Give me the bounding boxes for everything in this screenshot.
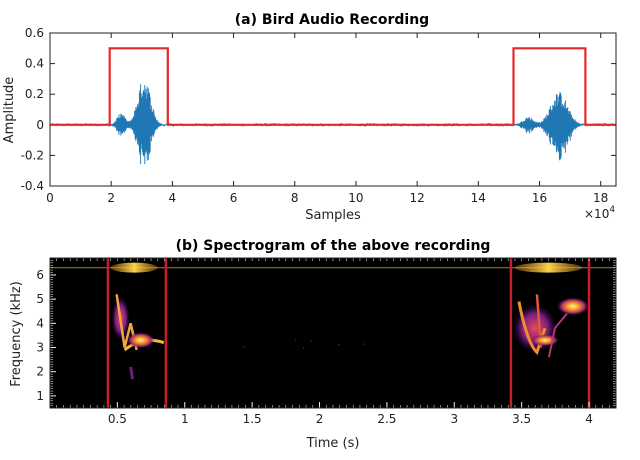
chart-b-ylabel: Frequency (kHz): [9, 281, 24, 387]
chart-b: (b) Spectrogram of the above recording: [9, 238, 617, 451]
spectrogram-call-peak: [530, 334, 559, 347]
chart-b-axes-box: [49, 257, 617, 409]
spectrogram-call-stroke: [517, 301, 547, 356]
chart-a-ytick-label: 0.6: [25, 26, 44, 40]
chart-b-ytick-label: 4: [36, 316, 44, 330]
chart-a-ytick-label: 0: [36, 118, 44, 132]
chart-a-xtick-label: 12: [409, 191, 424, 205]
spectrogram-call-peak: [126, 332, 155, 349]
chart-b-xtick-label: 2: [316, 412, 324, 426]
chart-b-title: (b) Spectrogram of the above recording: [176, 238, 491, 254]
chart-a-waveform-burst: [514, 92, 589, 161]
chart-a-ylabel: Amplitude: [2, 77, 17, 144]
chart-a-xtick-label: 2: [107, 191, 115, 205]
chart-a-ytick-label: 0.4: [25, 57, 44, 71]
chart-a-ticks: [49, 32, 616, 187]
chart-a-x-exponent: ×104: [584, 205, 615, 221]
chart-b-ytick-label: 5: [36, 292, 44, 306]
chart-a-xtick-label: 6: [230, 191, 238, 205]
chart-b-xtick-label: 1: [181, 412, 189, 426]
chart-a-xtick-label: 8: [291, 191, 299, 205]
chart-a-xtick-label: 14: [471, 191, 486, 205]
chart-a-xtick-label: 18: [593, 191, 608, 205]
chart-a-xtick-label: 10: [348, 191, 363, 205]
chart-a-waveform-burst: [110, 84, 167, 164]
chart-b-xtick-label: 4: [585, 412, 593, 426]
chart-b-xtick-label: 3.5: [512, 412, 531, 426]
chart-a-x-exponent-power: 4: [609, 205, 615, 215]
chart-a-x-exponent-base: ×10: [584, 207, 609, 221]
chart-a-title: (a) Bird Audio Recording: [235, 12, 429, 28]
chart-a-xlabel: Samples: [305, 208, 361, 223]
chart-b-xtick-label: 2.5: [377, 412, 396, 426]
spectrogram-speck: [337, 343, 340, 346]
chart-a-xtick-label: 0: [46, 191, 54, 205]
chart-b-ytick-label: 6: [36, 268, 44, 282]
chart-b-xtick-label: 3: [450, 412, 458, 426]
chart-b-ytick-label: 2: [36, 365, 44, 379]
spectrogram-call-band: [514, 262, 583, 273]
chart-a: (a) Bird Audio Recording 0 2 4 6 8 10 12 14 16 18…: [2, 12, 617, 223]
chart-a-detection-line: [50, 47, 616, 126]
spectrogram-speck: [363, 343, 366, 345]
chart-b-xlabel: Time (s): [306, 436, 360, 451]
spectrogram-call-band: [110, 262, 158, 273]
chart-b-xtick-label: 1.5: [243, 412, 262, 426]
chart-a-axes-box: [49, 32, 617, 187]
chart-a-ytick-label: -0.4: [21, 179, 44, 193]
spectrogram-call: [512, 262, 589, 358]
spectrogram-speck: [310, 340, 312, 342]
chart-b-ytick-label: 1: [36, 389, 44, 403]
chart-a-ytick-label: 0.2: [25, 87, 44, 101]
spectrogram-call-peak: [556, 297, 589, 316]
chart-a-xtick-label: 4: [169, 191, 177, 205]
spectrogram-call-low: [129, 366, 135, 380]
chart-a-tick-labels: 0 2 4 6 8 10 12 14 16 18 -0.4 -0.2 0 0.2 0.4 0.6: [21, 26, 609, 205]
spectrogram-speck: [302, 346, 305, 349]
chart-b-xtick-label: 0.5: [108, 412, 127, 426]
spectrogram-content: [50, 258, 616, 408]
spectrogram-speck: [243, 346, 246, 348]
spectrogram-call-stroke: [547, 313, 568, 358]
chart-b-ytick-label: 3: [36, 341, 44, 355]
spectrogram-call: [110, 262, 165, 380]
spectrogram-speck: [294, 339, 297, 342]
chart-a-xtick-label: 16: [532, 191, 547, 205]
chart-a-ytick-label: -0.2: [21, 148, 44, 162]
chart-b-tick-labels: 0.5 1 1.5 2 2.5 3 3.5 4 1 2 3 4 5 6: [36, 268, 593, 426]
